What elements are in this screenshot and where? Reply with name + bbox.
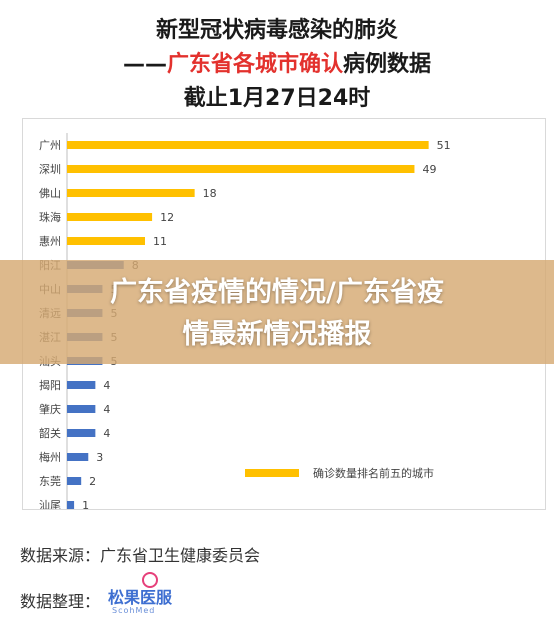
bar [67, 477, 82, 485]
logo-text: 松果医服 [108, 588, 173, 607]
value-label: 2 [89, 475, 96, 488]
category-label: 肇庆 [39, 402, 61, 416]
value-label: 4 [103, 379, 110, 392]
value-label: 4 [103, 403, 110, 416]
logo-subtext: ScohMed [112, 606, 156, 615]
overlay-line-2: 情最新情况播报 [182, 319, 372, 350]
title-line-2: ——广东省各城市确认病例数据 [0, 48, 554, 82]
value-label: 1 [82, 499, 89, 509]
logo-badge-icon [142, 572, 158, 588]
bar [67, 501, 75, 509]
value-label: 11 [153, 235, 167, 248]
category-label: 广州 [39, 139, 61, 152]
data-arranged-label: 数据整理： [20, 592, 101, 611]
value-label: 3 [96, 451, 103, 464]
category-label: 梅州 [39, 450, 61, 464]
value-label: 49 [422, 163, 436, 176]
title-block: 新型冠状病毒感染的肺炎 ——广东省各城市确认病例数据 截止1月27日24时 [0, 14, 554, 116]
category-label: 汕尾 [39, 499, 61, 509]
category-label: 揭阳 [39, 378, 61, 392]
bar-chart: 广州51深圳49佛山18珠海12惠州11阳江8中山5清远5湛江5汕头5揭阳4肇庆… [39, 133, 451, 509]
bar [67, 453, 89, 461]
title-overlay-banner [0, 260, 554, 364]
value-label: 4 [103, 427, 110, 440]
bar [67, 165, 415, 173]
category-label: 东莞 [39, 475, 61, 488]
category-label: 惠州 [39, 234, 61, 248]
category-label: 珠海 [39, 210, 61, 224]
title-line-1: 新型冠状病毒感染的肺炎 [155, 18, 398, 43]
legend-label: 确诊数量排名前五的城市 [313, 466, 434, 480]
title-line-3: 截止1月27日24时 [183, 86, 371, 111]
bar [67, 141, 429, 149]
bar [67, 405, 96, 413]
title-suffix: 病例数据 [343, 52, 432, 77]
title-highlight: 广东省各城市确认 [166, 52, 343, 77]
overlay-headline: 广东省疫情的情况/广东省疫 情最新情况播报 [0, 272, 554, 356]
scohmed-logo: 松果医服 ScohMed [108, 572, 218, 620]
bar [67, 429, 96, 437]
bar [67, 213, 153, 221]
bar [67, 381, 96, 389]
bar [67, 237, 145, 245]
legend-swatch [245, 469, 299, 477]
data-source: 数据来源：广东省卫生健康委员会 [20, 546, 261, 565]
category-label: 深圳 [39, 163, 61, 176]
value-label: 18 [203, 187, 217, 200]
title-dash: —— [122, 52, 167, 77]
value-label: 51 [437, 139, 451, 152]
category-label: 韶关 [39, 426, 61, 440]
value-label: 12 [160, 211, 174, 224]
overlay-line-1: 广东省疫情的情况/广东省疫 [110, 277, 444, 308]
category-label: 佛山 [39, 187, 61, 200]
bar [67, 189, 195, 197]
